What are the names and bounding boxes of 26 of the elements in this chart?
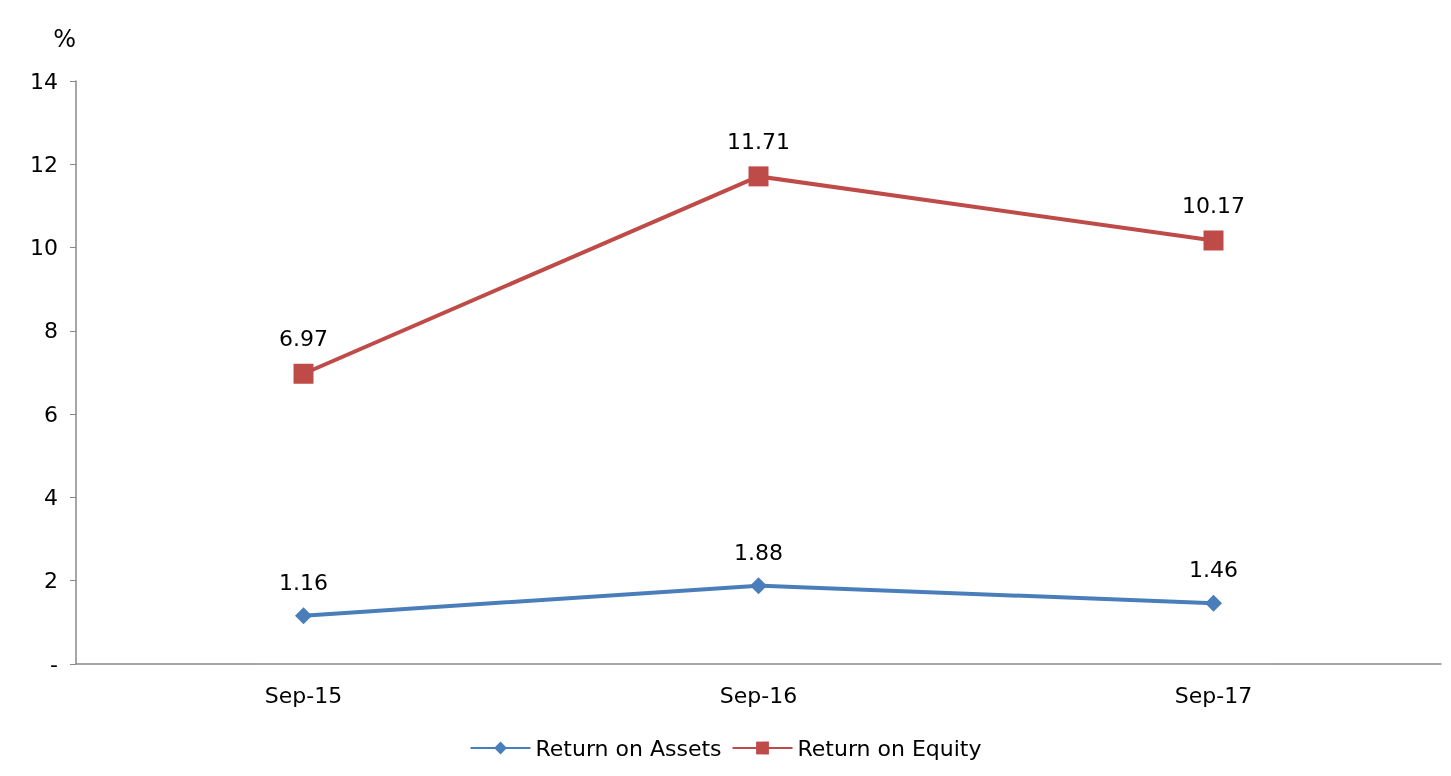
point (1205, 594, 1222, 612)
data-label: 6.97 (279, 326, 328, 352)
y-tick-label: 6 (44, 401, 58, 427)
y-tick-label: 12 (30, 151, 58, 177)
y-tick-label: - (50, 651, 58, 677)
y-tick-label: 10 (30, 235, 58, 261)
x-tick-label: Sep-16 (719, 682, 798, 708)
data-label: 11.71 (727, 128, 790, 154)
x-tick-label: Sep-17 (1174, 682, 1253, 708)
data-label: 1.88 (734, 539, 783, 565)
y-tick-label: 2 (44, 568, 58, 594)
legend-label: Return on Equity (797, 735, 982, 761)
point (295, 607, 312, 625)
point (750, 577, 767, 595)
point (1203, 230, 1224, 251)
y-tick-label: 14 (30, 68, 58, 94)
x-tick-label: Sep-15 (264, 682, 343, 708)
y-tick-label: 8 (44, 318, 58, 344)
point (293, 363, 314, 384)
legend-label: Return on Assets (535, 735, 722, 761)
data-label: 1.46 (1189, 557, 1238, 583)
point (748, 166, 769, 187)
data-label: 1.16 (279, 569, 328, 595)
data-label: 10.17 (1182, 192, 1245, 218)
y-tick-label: 4 (44, 484, 58, 510)
y-axis-title: % (53, 25, 76, 53)
